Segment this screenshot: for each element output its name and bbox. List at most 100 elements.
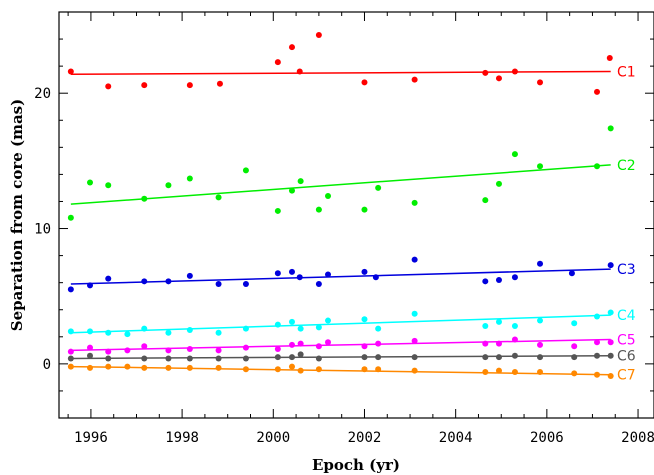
point-c3 (315, 281, 322, 288)
point-c7 (297, 367, 304, 374)
point-c6 (165, 355, 172, 362)
point-c2 (105, 182, 112, 189)
point-c5 (274, 345, 281, 352)
point-c3 (141, 278, 148, 285)
point-c5 (571, 343, 578, 350)
point-c6 (361, 354, 368, 361)
fit-line-c4 (70, 314, 611, 334)
point-c5 (87, 344, 94, 351)
series-label-c4: C4 (617, 308, 636, 324)
point-c2 (186, 175, 193, 182)
point-c2 (297, 178, 304, 185)
point-c2 (67, 214, 74, 221)
point-c7 (124, 363, 131, 370)
point-c5 (165, 347, 172, 354)
point-c3 (274, 270, 281, 277)
point-c6 (274, 354, 281, 361)
point-c5 (67, 348, 74, 355)
point-c5 (141, 343, 148, 350)
series-label-c3: C3 (617, 262, 636, 278)
x-tick-label: 2000 (256, 430, 290, 446)
point-c3 (482, 278, 489, 285)
point-c5 (537, 341, 544, 348)
fit-line-c1 (70, 70, 611, 76)
series-label-c5: C5 (617, 333, 636, 349)
point-c6 (607, 352, 614, 359)
point-c7 (165, 364, 172, 371)
point-c5 (242, 344, 249, 351)
point-c2 (537, 163, 544, 170)
point-c2 (274, 207, 281, 214)
point-c2 (607, 125, 614, 132)
series-label-c7: C7 (617, 368, 636, 384)
point-c1 (361, 79, 368, 86)
point-c3 (568, 270, 575, 277)
point-c4 (361, 316, 368, 323)
point-c7 (87, 364, 94, 371)
fit-line-c7 (70, 365, 611, 376)
point-c3 (495, 276, 502, 283)
point-c4 (141, 325, 148, 332)
point-c2 (411, 199, 418, 206)
point-c4 (87, 328, 94, 335)
point-c3 (87, 282, 94, 289)
point-c6 (67, 355, 74, 362)
point-c1 (216, 80, 223, 87)
point-c3 (537, 260, 544, 267)
point-c5 (607, 339, 614, 346)
point-c1 (315, 32, 322, 39)
fit-line-c5 (70, 338, 611, 352)
fit-line-c2 (70, 164, 611, 205)
point-c7 (411, 367, 418, 374)
point-c2 (242, 167, 249, 174)
x-tick-label: 1996 (74, 430, 108, 446)
point-c1 (606, 55, 613, 62)
series-label-c1: C1 (617, 65, 636, 81)
point-c3 (186, 272, 193, 279)
point-c1 (482, 69, 489, 76)
axis-ticks: 1996 1998 2000 2002 2004 2006 2008 0 10 20 (34, 11, 654, 446)
point-c6 (594, 352, 601, 359)
plot-frame (58, 11, 654, 419)
point-c5 (495, 340, 502, 347)
point-c7 (274, 366, 281, 373)
point-c5 (315, 343, 322, 350)
point-c1 (296, 68, 303, 75)
point-c6 (105, 355, 112, 362)
point-c4 (315, 324, 322, 331)
point-c7 (495, 367, 502, 374)
point-c7 (375, 366, 382, 373)
point-c5 (375, 340, 382, 347)
y-tick-label: 20 (34, 86, 51, 102)
point-c4 (67, 328, 74, 335)
point-c2 (165, 182, 172, 189)
point-c2 (361, 206, 368, 213)
point-c2 (141, 195, 148, 202)
point-c3 (372, 274, 379, 281)
point-c7 (511, 368, 518, 375)
point-c1 (105, 83, 112, 90)
y-axis-label: Separation from core (mas) (8, 99, 26, 331)
point-c5 (411, 337, 418, 344)
y-tick-label: 0 (43, 357, 51, 373)
point-c4 (105, 329, 112, 336)
point-c7 (105, 363, 112, 370)
point-c4 (165, 329, 172, 336)
point-c2 (315, 206, 322, 213)
point-c7 (67, 363, 74, 370)
point-c5 (124, 347, 131, 354)
point-c4 (375, 325, 382, 332)
point-c4 (594, 313, 601, 320)
point-c1 (511, 68, 518, 75)
point-c7 (594, 371, 601, 378)
point-c6 (87, 352, 94, 359)
point-c7 (607, 373, 614, 380)
point-c2 (87, 179, 94, 186)
point-c2 (325, 193, 332, 200)
point-c6 (571, 354, 578, 361)
x-tick-label: 2004 (439, 430, 473, 446)
point-c4 (495, 318, 502, 325)
point-c5 (186, 345, 193, 352)
point-c3 (288, 268, 295, 275)
series-label-c6: C6 (617, 349, 636, 365)
